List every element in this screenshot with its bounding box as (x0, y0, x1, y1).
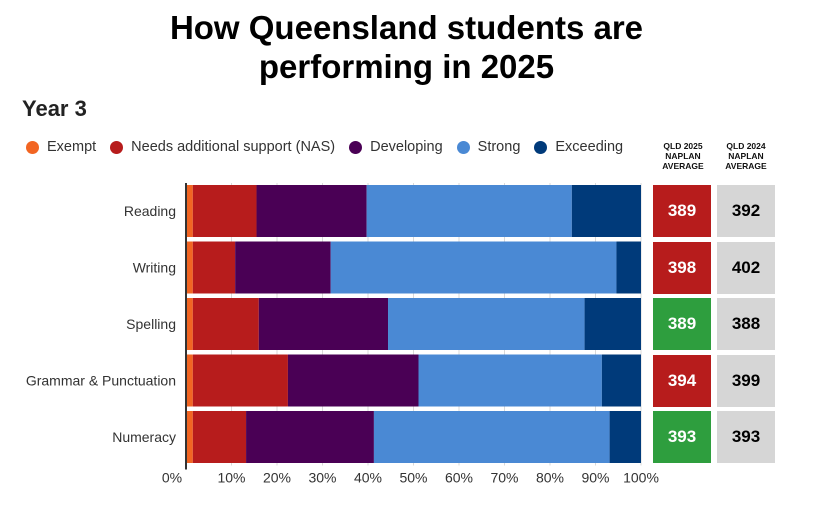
qld-2025-average-grammar-and-punctuation: 394 (653, 354, 711, 407)
legend-label-developing: Developing (370, 139, 443, 155)
category-label: Reading (124, 203, 176, 219)
x-tick-label: 40% (354, 470, 382, 486)
qld-2024-average-spelling: 388 (717, 298, 775, 350)
x-tick-label: 80% (536, 470, 564, 486)
bar-segment-strong (366, 185, 572, 237)
bar-segment-exempt (186, 411, 193, 463)
legend-item-nas: Needs additional support (NAS) (110, 139, 335, 155)
column-header-qld-2025: QLD 2025 NAPLAN AVERAGE (662, 141, 704, 171)
legend-swatch-developing (349, 140, 363, 154)
bar-segment-exempt (186, 185, 193, 237)
x-tick-label: 100% (623, 470, 659, 486)
qld-2025-average-reading: 389 (653, 185, 711, 237)
category-label: Spelling (126, 316, 176, 332)
legend-label-exceeding: Exceeding (555, 139, 624, 155)
qld-2025-average-writing: 398 (653, 241, 711, 294)
legend-swatch-strong (456, 140, 470, 154)
category-label: Writing (133, 260, 176, 276)
bar-segment-needs-additional-support-nas (192, 411, 247, 463)
chart-title-line-1: How Queensland students are (169, 9, 644, 46)
bar-segment-developing (258, 298, 389, 350)
legend-swatch-exempt (26, 140, 39, 154)
bar-segment-exempt (186, 298, 193, 350)
qld-2024-average-grammar-and-punctuation: 399 (717, 354, 775, 407)
x-tick-label: 50% (399, 470, 427, 486)
bar-segment-developing (235, 241, 331, 294)
bar-segment-exceeding (584, 298, 641, 350)
x-tick-label: 90% (581, 470, 609, 486)
legend-label-exempt: Exempt (47, 139, 97, 155)
legend-label-nas: Needs additional support (NAS) (131, 139, 336, 155)
qld-2025-average-numeracy: 393 (653, 411, 711, 463)
bar-segment-needs-additional-support-nas (192, 298, 259, 350)
x-tick-label: 0% (162, 470, 182, 486)
bar-segment-needs-additional-support-nas (192, 354, 288, 407)
x-tick-label: 60% (445, 470, 473, 486)
bar-segment-exempt (186, 354, 193, 407)
x-tick-label: 10% (217, 470, 245, 486)
chart-title-line-2: performing in 2025 (258, 48, 555, 85)
bar-segment-developing (287, 354, 419, 407)
bar-segment-developing (256, 185, 367, 237)
column-header-qld-2024: QLD 2024 NAPLAN AVERAGE (725, 141, 767, 171)
x-tick-label: 70% (490, 470, 518, 486)
qld-2025-average-spelling: 389 (653, 298, 711, 350)
x-tick-label: 20% (263, 470, 291, 486)
legend-item-developing: Developing (349, 139, 443, 155)
x-tick-label: 30% (308, 470, 336, 486)
legend-label-strong: Strong (477, 139, 521, 155)
legend-swatch-nas (110, 140, 124, 154)
category-label: Grammar & Punctuation (26, 373, 176, 389)
legend-swatch-exceeding (534, 140, 548, 154)
qld-2024-average-writing: 402 (717, 241, 775, 294)
legend-item-exempt: Exempt (26, 139, 96, 155)
bar-segment-strong (418, 354, 602, 407)
chart-subtitle: Year 3 (22, 96, 87, 121)
qld-2024-average-numeracy: 393 (717, 411, 775, 463)
bar-segment-exceeding (571, 185, 641, 237)
bar-segment-exceeding (616, 241, 641, 294)
bar-segment-strong (330, 241, 617, 294)
legend-item-strong: Strong (456, 139, 521, 155)
bar-segment-strong (388, 298, 585, 350)
chart-title: How Queensland students are performing i… (0, 8, 813, 86)
bar-segment-exceeding (609, 411, 641, 463)
bar-segment-needs-additional-support-nas (192, 241, 236, 294)
category-label: Numeracy (112, 429, 176, 445)
bar-segment-exempt (186, 241, 193, 294)
qld-2024-average-reading: 392 (717, 185, 775, 237)
bar-segment-developing (246, 411, 374, 463)
legend-item-exceeding: Exceeding (534, 139, 623, 155)
legend: Exempt Needs additional support (NAS) De… (26, 137, 637, 157)
bar-segment-needs-additional-support-nas (192, 185, 257, 237)
bar-segment-exceeding (601, 354, 641, 407)
bar-segment-strong (373, 411, 610, 463)
